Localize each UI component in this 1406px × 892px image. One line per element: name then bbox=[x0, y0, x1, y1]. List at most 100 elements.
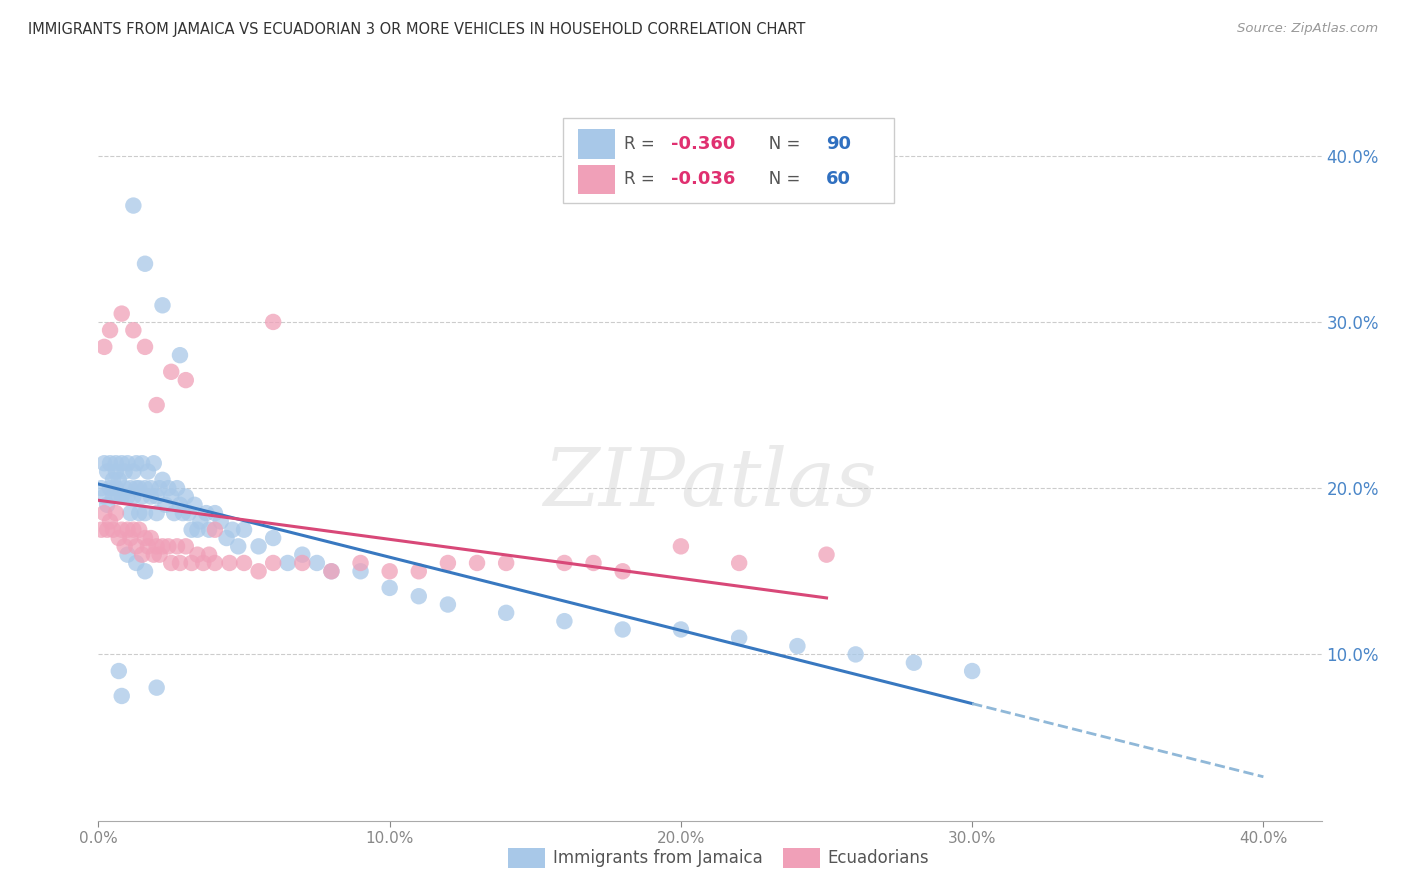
Point bbox=[728, 556, 751, 570]
Point bbox=[93, 340, 115, 354]
Point bbox=[408, 589, 430, 603]
Point bbox=[209, 515, 232, 529]
Point bbox=[582, 556, 605, 570]
Text: Source: ZipAtlas.com: Source: ZipAtlas.com bbox=[1237, 22, 1378, 36]
Point bbox=[845, 648, 868, 662]
Point bbox=[117, 456, 139, 470]
Point bbox=[111, 456, 134, 470]
Point bbox=[166, 481, 188, 495]
Point bbox=[125, 539, 148, 553]
Point bbox=[139, 481, 162, 495]
Point bbox=[111, 307, 134, 321]
Text: R =: R = bbox=[624, 170, 661, 188]
Point bbox=[186, 548, 208, 562]
Point bbox=[139, 490, 162, 504]
Text: N =: N = bbox=[752, 135, 806, 153]
Point bbox=[128, 481, 150, 495]
Point bbox=[166, 539, 188, 553]
Point bbox=[172, 506, 194, 520]
Point bbox=[93, 490, 115, 504]
Point bbox=[180, 556, 202, 570]
Point bbox=[131, 490, 153, 504]
Point bbox=[120, 531, 142, 545]
Point bbox=[93, 506, 115, 520]
Point bbox=[465, 556, 488, 570]
Point bbox=[136, 539, 159, 553]
Point bbox=[134, 506, 156, 520]
Point bbox=[204, 523, 226, 537]
Point bbox=[117, 523, 139, 537]
Text: -0.360: -0.360 bbox=[671, 135, 735, 153]
Point bbox=[204, 506, 226, 520]
Point bbox=[186, 523, 208, 537]
Point bbox=[495, 556, 517, 570]
Point bbox=[145, 490, 167, 504]
FancyBboxPatch shape bbox=[578, 164, 614, 194]
Point bbox=[193, 556, 215, 570]
Point bbox=[128, 523, 150, 537]
Point bbox=[111, 490, 134, 504]
Point bbox=[198, 523, 221, 537]
Point bbox=[612, 623, 634, 637]
Point bbox=[111, 523, 134, 537]
Point bbox=[233, 556, 256, 570]
Point bbox=[104, 456, 127, 470]
Point bbox=[198, 548, 221, 562]
Point bbox=[321, 564, 343, 578]
Point bbox=[131, 548, 153, 562]
Point bbox=[378, 564, 401, 578]
Point bbox=[163, 506, 186, 520]
Point bbox=[169, 556, 191, 570]
Point bbox=[93, 456, 115, 470]
Point bbox=[145, 539, 167, 553]
Point bbox=[125, 456, 148, 470]
Text: N =: N = bbox=[752, 170, 806, 188]
Text: 90: 90 bbox=[827, 135, 851, 153]
Point bbox=[136, 465, 159, 479]
FancyBboxPatch shape bbox=[508, 847, 546, 868]
Point bbox=[108, 531, 131, 545]
Point bbox=[349, 564, 371, 578]
Point bbox=[183, 498, 205, 512]
Point bbox=[145, 398, 167, 412]
Text: -0.036: -0.036 bbox=[671, 170, 735, 188]
Point bbox=[125, 556, 148, 570]
Point bbox=[108, 664, 131, 678]
Point bbox=[122, 323, 145, 337]
Point bbox=[612, 564, 634, 578]
Point bbox=[157, 481, 180, 495]
Text: Ecuadorians: Ecuadorians bbox=[828, 849, 929, 867]
Point bbox=[160, 365, 183, 379]
Text: 60: 60 bbox=[827, 170, 851, 188]
Point bbox=[960, 664, 983, 678]
Point bbox=[553, 614, 575, 628]
Point bbox=[108, 490, 131, 504]
Point bbox=[139, 531, 162, 545]
Point bbox=[134, 481, 156, 495]
Point bbox=[169, 348, 191, 362]
Point bbox=[120, 506, 142, 520]
Point bbox=[114, 465, 136, 479]
Point bbox=[101, 523, 124, 537]
Point bbox=[180, 523, 202, 537]
Point bbox=[233, 523, 256, 537]
Point bbox=[149, 481, 172, 495]
Point bbox=[98, 515, 121, 529]
Point bbox=[221, 523, 243, 537]
Text: IMMIGRANTS FROM JAMAICA VS ECUADORIAN 3 OR MORE VEHICLES IN HOUSEHOLD CORRELATIO: IMMIGRANTS FROM JAMAICA VS ECUADORIAN 3 … bbox=[28, 22, 806, 37]
Point bbox=[277, 556, 299, 570]
Point bbox=[152, 298, 174, 312]
Point bbox=[134, 531, 156, 545]
Point bbox=[174, 373, 197, 387]
Point bbox=[291, 556, 314, 570]
Point bbox=[104, 465, 127, 479]
Point bbox=[111, 689, 134, 703]
Point bbox=[131, 456, 153, 470]
FancyBboxPatch shape bbox=[578, 129, 614, 159]
Point bbox=[247, 539, 270, 553]
Point bbox=[98, 456, 121, 470]
Point bbox=[134, 564, 156, 578]
Point bbox=[177, 506, 200, 520]
FancyBboxPatch shape bbox=[783, 847, 820, 868]
Point bbox=[218, 556, 240, 570]
